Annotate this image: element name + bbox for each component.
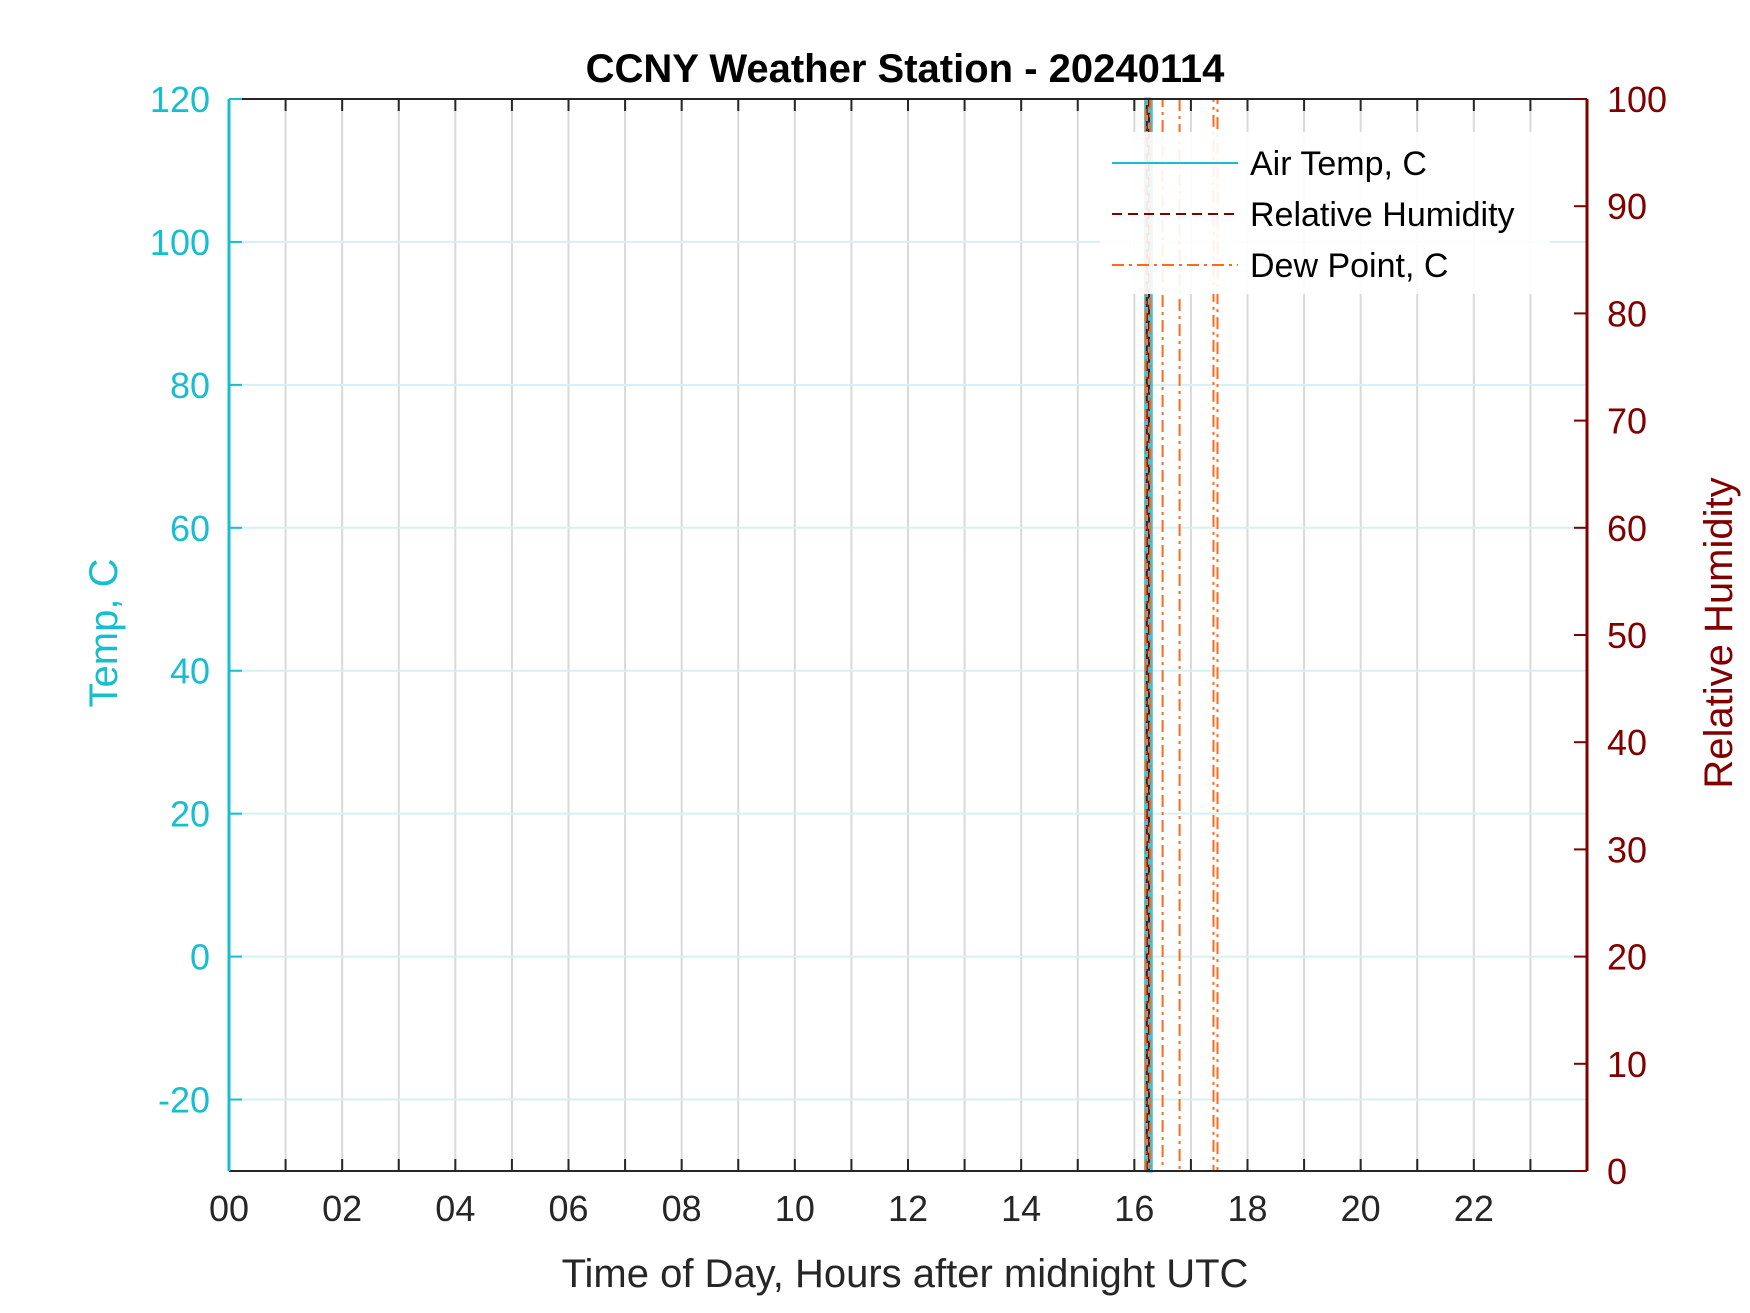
x-axis-label: Time of Day, Hours after midnight UTC [562, 1252, 1249, 1296]
x-tick-label: 18 [1227, 1188, 1267, 1229]
x-tick-label: 00 [209, 1188, 249, 1229]
x-tick-label: 12 [888, 1188, 928, 1229]
x-tick-label: 10 [775, 1188, 815, 1229]
x-tick-label: 04 [435, 1188, 475, 1229]
legend-label: Air Temp, C [1250, 145, 1427, 183]
x-tick-label: 08 [662, 1188, 702, 1229]
right-tick-label: 40 [1607, 722, 1647, 763]
x-tick-label: 02 [322, 1188, 362, 1229]
x-tick-label: 14 [1001, 1188, 1041, 1229]
right-tick-label: 70 [1607, 401, 1647, 442]
left-tick-label: 20 [170, 794, 210, 835]
legend-label: Dew Point, C [1250, 247, 1448, 285]
grid-lines [229, 99, 1587, 1171]
chart-title: CCNY Weather Station - 20240114 [586, 47, 1226, 91]
right-tick-label: 30 [1607, 829, 1647, 870]
x-tick-label: 20 [1341, 1188, 1381, 1229]
legend-box [1100, 132, 1550, 294]
right-tick-label: 60 [1607, 508, 1647, 549]
right-tick-label: 50 [1607, 615, 1647, 656]
legend: Air Temp, C Relative Humidity Dew Point, C [1100, 132, 1550, 294]
right-tick-label: 90 [1607, 186, 1647, 227]
right-tick-label: 10 [1607, 1044, 1647, 1085]
right-tick-label: 0 [1607, 1151, 1627, 1192]
x-tick-label: 16 [1114, 1188, 1154, 1229]
legend-label: Relative Humidity [1250, 196, 1515, 234]
tick-labels: 00 02 04 06 08 10 12 14 16 18 20 22-200204060801001… [150, 79, 1667, 1229]
left-tick-label: 40 [170, 651, 210, 692]
right-tick-label: 100 [1607, 79, 1667, 120]
left-tick-label: 120 [150, 79, 210, 120]
left-tick-label: 0 [190, 937, 210, 978]
axes [227, 98, 1589, 1172]
x-tick-label: 22 [1454, 1188, 1494, 1229]
right-tick-label: 80 [1607, 293, 1647, 334]
right-tick-label: 20 [1607, 937, 1647, 978]
left-tick-label: 80 [170, 365, 210, 406]
left-tick-label: 100 [150, 222, 210, 263]
left-tick-label: -20 [158, 1080, 210, 1121]
x-tick-label: 06 [548, 1188, 588, 1229]
right-y-axis-label: Relative Humidity [1697, 477, 1741, 788]
left-tick-label: 60 [170, 508, 210, 549]
left-y-axis-label: Temp, C [82, 559, 126, 708]
